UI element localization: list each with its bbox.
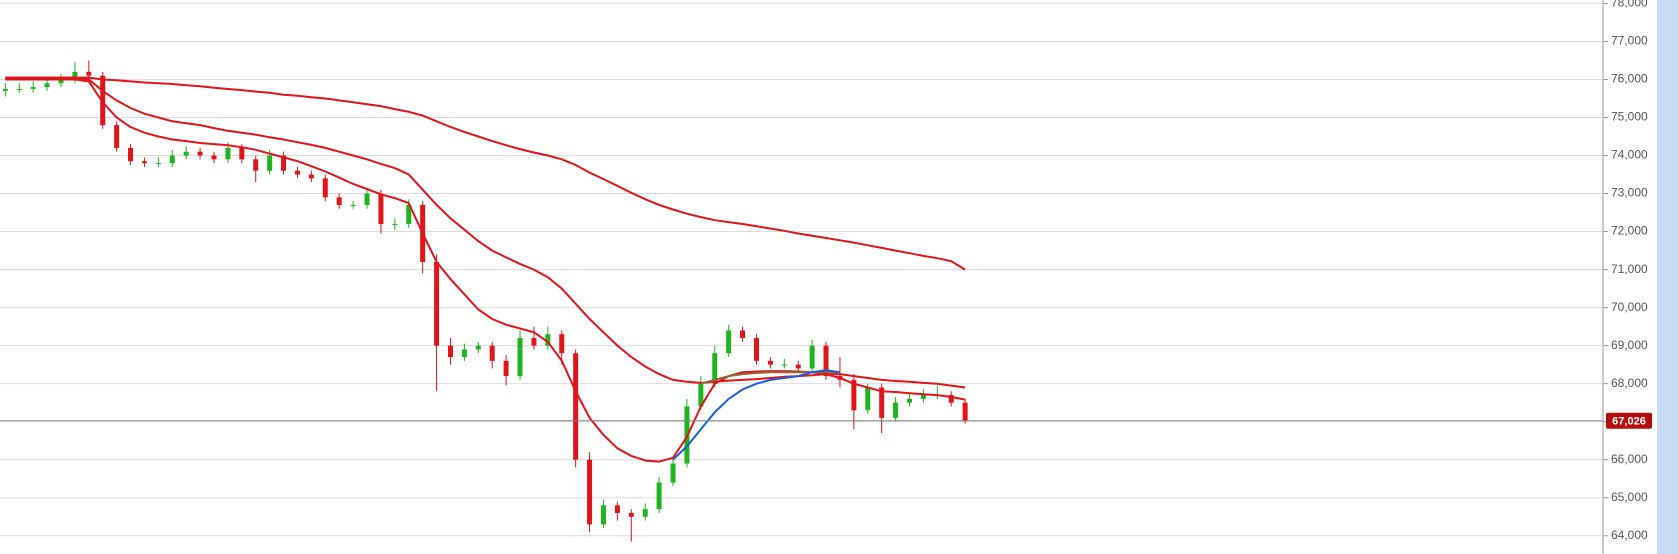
candle-body: [879, 387, 885, 418]
y-tick-label: 76,000: [1611, 72, 1648, 86]
y-tick-label: 74,000: [1611, 148, 1648, 162]
candle-body: [211, 155, 217, 160]
candle-body: [962, 402, 968, 421]
candle-body: [740, 330, 746, 339]
y-tick-label: 77,000: [1611, 34, 1648, 48]
candle-body: [489, 345, 495, 361]
candle-body: [128, 147, 134, 162]
candle-body: [503, 360, 509, 377]
side-strip: [1657, 0, 1678, 554]
candle-body: [336, 197, 342, 205]
candle-body: [698, 383, 704, 407]
candle-body: [531, 338, 537, 346]
candle-body: [169, 155, 175, 164]
candle-body: [753, 338, 759, 361]
moving-average-line: [672, 369, 841, 461]
candle-body: [281, 155, 287, 171]
candle-body: [907, 398, 912, 403]
candle-body: [600, 505, 606, 525]
candle-body: [392, 223, 398, 225]
candle-body: [30, 87, 36, 89]
candle-body: [447, 345, 453, 358]
y-tick-label: 78,000: [1611, 0, 1648, 10]
candle-body: [72, 71, 78, 80]
candle-body: [517, 338, 523, 377]
candle-body: [197, 151, 203, 156]
y-tick-label: 68,000: [1611, 376, 1648, 390]
candle-body: [573, 353, 579, 460]
candle-body: [781, 364, 787, 366]
candle-body: [114, 125, 120, 148]
candle-body: [461, 349, 467, 358]
candle-body: [726, 330, 732, 354]
candle-body: [86, 71, 92, 76]
y-tick-label: 73,000: [1611, 186, 1648, 200]
moving-average-line: [5, 78, 966, 463]
candle-body: [378, 193, 384, 224]
candle-body: [253, 159, 259, 171]
candle-body: [559, 334, 565, 354]
candle-body: [628, 512, 634, 517]
candle-body: [545, 334, 551, 346]
moving-average-line: [5, 76, 966, 271]
y-tick-label: 66,000: [1611, 452, 1648, 466]
candle-body: [670, 463, 676, 483]
y-tick-label: 70,000: [1611, 300, 1648, 314]
candle-body: [406, 204, 412, 224]
y-tick-label: 64,000: [1611, 528, 1648, 542]
candle-body: [948, 395, 954, 403]
candle-body: [712, 353, 718, 384]
y-tick-label: 65,000: [1611, 490, 1648, 504]
candle-body: [267, 155, 273, 171]
candle-body: [656, 482, 662, 510]
candle-body: [58, 79, 64, 84]
candle-body: [475, 345, 481, 350]
candle-body: [322, 178, 328, 198]
price-label: 67,026: [1612, 416, 1646, 428]
y-tick-label: 75,000: [1611, 110, 1648, 124]
candle-body: [364, 193, 370, 205]
y-tick-label: 71,000: [1611, 262, 1648, 276]
candle-body: [767, 360, 773, 365]
y-tick-label: 69,000: [1611, 338, 1648, 352]
candle-body: [614, 505, 620, 513]
candle-body: [920, 395, 926, 399]
candle-body: [2, 88, 8, 91]
candle-body: [893, 402, 899, 418]
candle-body: [587, 459, 593, 525]
candle-body: [16, 88, 22, 90]
moving-average-line: [5, 76, 966, 389]
candle-body: [239, 147, 245, 160]
candle-body: [183, 151, 189, 156]
candle-body: [44, 83, 50, 88]
candle-body: [225, 147, 231, 160]
candle-body: [642, 509, 648, 517]
candle-body: [294, 170, 300, 175]
candle-body: [795, 364, 801, 369]
candle-body: [350, 204, 356, 206]
candle-body: [155, 163, 161, 165]
candle-body: [100, 75, 106, 126]
candle-body: [141, 161, 147, 164]
candle-body: [823, 345, 829, 377]
candle-body: [809, 345, 815, 369]
candle-body: [434, 261, 440, 346]
candle-body: [865, 387, 871, 411]
candle-body: [308, 174, 314, 179]
price-box: [1606, 412, 1652, 429]
candle-body: [851, 379, 857, 411]
y-tick-label: 72,000: [1611, 224, 1648, 238]
